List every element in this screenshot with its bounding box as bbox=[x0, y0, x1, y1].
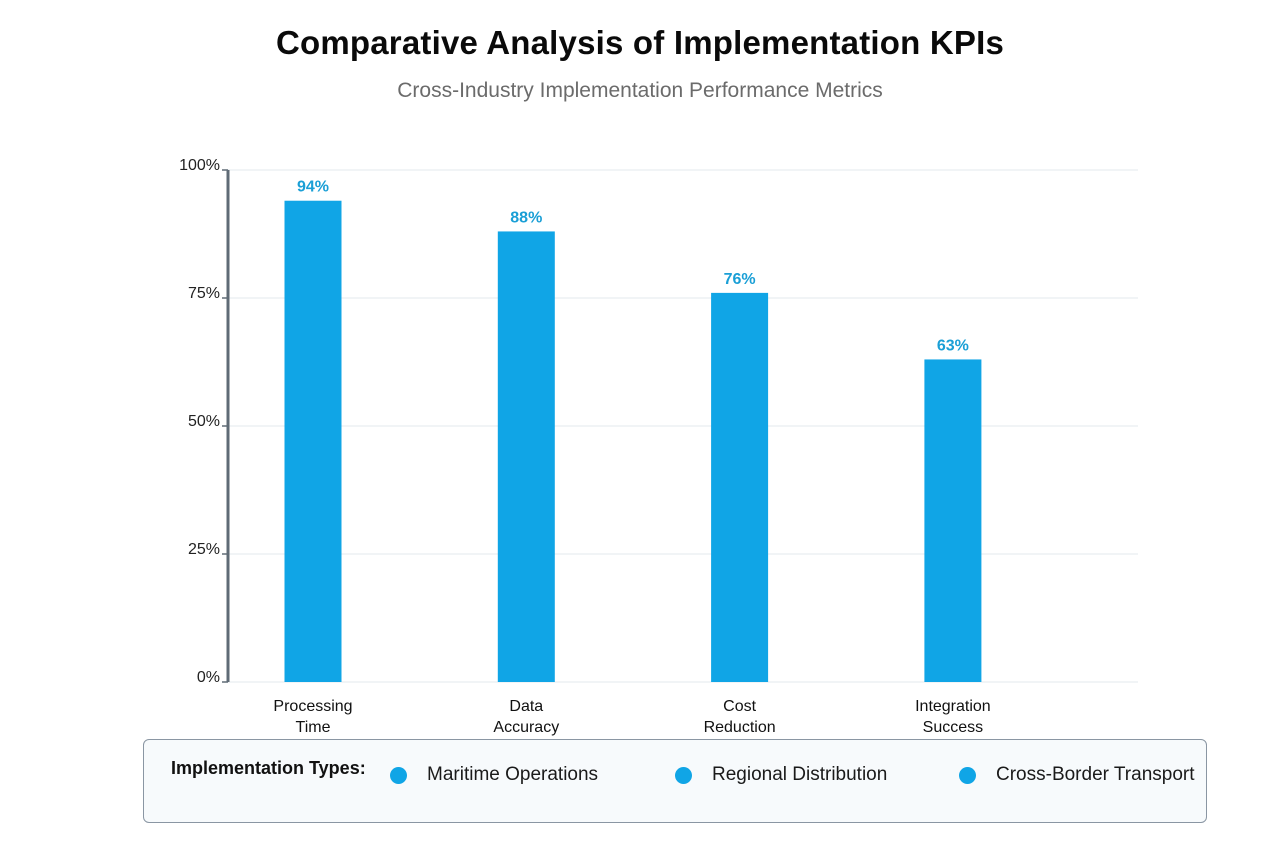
bar-data-label: 76% bbox=[724, 271, 756, 288]
legend-item-maritime-operations: Maritime Operations bbox=[390, 764, 598, 786]
legend-dot-icon bbox=[390, 766, 407, 784]
legend-item-regional-distribution: Regional Distribution bbox=[675, 764, 887, 786]
x-tick-label-line: Processing bbox=[273, 698, 352, 715]
x-tick-label-line: Cost bbox=[723, 698, 756, 715]
x-tick-label-line: Success bbox=[923, 719, 983, 736]
x-tick-label: Processing Time bbox=[273, 698, 352, 736]
legend-label: Cross-Border Transport bbox=[996, 764, 1195, 785]
bar bbox=[711, 292, 769, 682]
x-tick-label-line: Data bbox=[509, 698, 543, 715]
legend-item-cross-border-transport: Cross-Border Transport bbox=[959, 764, 1195, 786]
x-tick-label-line: Reduction bbox=[704, 719, 776, 736]
bar-data-label: 63% bbox=[937, 337, 969, 354]
y-tick-label: 75% bbox=[188, 285, 220, 302]
x-tick-label-line: Time bbox=[296, 719, 331, 736]
legend-dot-icon bbox=[675, 766, 692, 784]
legend-label: Regional Distribution bbox=[712, 764, 888, 785]
legend-dot-icon bbox=[959, 766, 976, 784]
x-tick-label: Integration Success bbox=[915, 698, 991, 736]
bar-data-label: 94% bbox=[297, 179, 329, 196]
bar bbox=[924, 359, 982, 682]
y-tick-label: 50% bbox=[188, 413, 220, 430]
x-tick-label-line: Accuracy bbox=[493, 719, 559, 736]
chart-title: Comparative Analysis of Implementation K… bbox=[275, 24, 1005, 61]
bar bbox=[497, 231, 555, 682]
x-tick-label: Data Accuracy bbox=[493, 698, 559, 736]
y-tick-label: 100% bbox=[179, 157, 220, 174]
x-tick-label: Cost Reduction bbox=[704, 698, 776, 736]
chart-subtitle: Cross-Industry Implementation Performanc… bbox=[397, 79, 883, 102]
bar-chart: 0% 25% 50% 75% 100% 94% Processing Time 88% Data A… bbox=[179, 157, 1138, 736]
legend-label: Maritime Operations bbox=[427, 764, 599, 785]
legend-heading: Implementation Types: bbox=[171, 758, 366, 778]
legend: Implementation Types: Maritime Operation… bbox=[143, 739, 1207, 823]
bar bbox=[284, 200, 342, 682]
y-tick-label: 0% bbox=[197, 669, 220, 686]
bar-data-label: 88% bbox=[510, 209, 542, 226]
x-tick-label-line: Integration bbox=[915, 698, 991, 715]
y-tick-label: 25% bbox=[188, 541, 220, 558]
